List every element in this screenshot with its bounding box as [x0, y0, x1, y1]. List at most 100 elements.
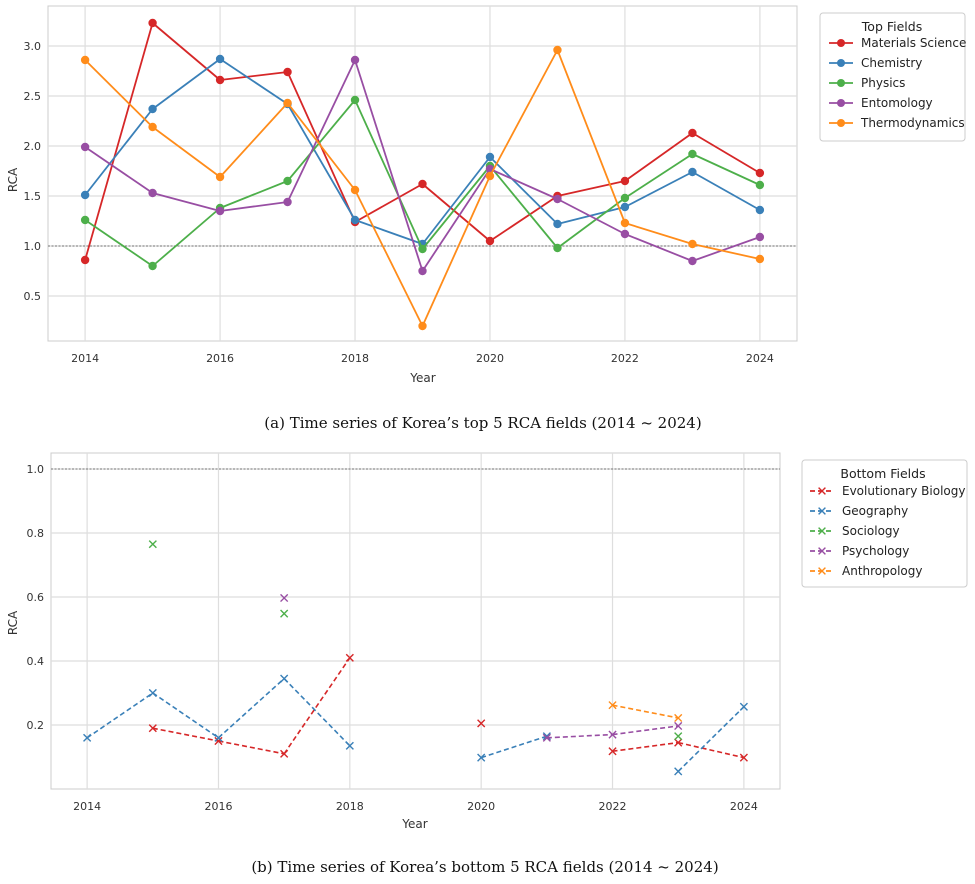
data-point [215, 172, 225, 182]
series-line-segment [489, 168, 558, 200]
caption-a: (a) Time series of Korea’s top 5 RCA fie… [264, 414, 701, 432]
series-line-segment [421, 165, 491, 250]
series-line-segment [692, 236, 761, 262]
data-point [674, 713, 683, 723]
series-line-segment [286, 102, 356, 191]
legend-items: Materials Science Chemistry Physics Entomol… [829, 36, 966, 130]
data-point [148, 540, 157, 549]
data-point [755, 180, 765, 190]
series-psychology [280, 593, 683, 742]
series-line-segment [480, 735, 548, 759]
series-line-segment [283, 657, 351, 755]
plot-area [50, 452, 781, 790]
data-point [215, 206, 225, 216]
legend-title: Bottom Fields [840, 466, 925, 481]
legend-swatch-marker [837, 119, 845, 127]
data-point [280, 609, 289, 618]
data-point [80, 255, 90, 265]
series-line-segment [286, 59, 356, 203]
series-line-segment [152, 207, 221, 267]
data-point [418, 244, 427, 254]
legend-label: Physics [861, 76, 905, 90]
series-line-segment [152, 22, 221, 81]
series-line-segment [84, 108, 154, 196]
x-axis-label: Year [409, 371, 435, 385]
data-point [477, 719, 486, 728]
legend-bottom-fields: Bottom Fields Evolutionary Biology Geogra… [801, 459, 968, 588]
series-line-segment [421, 183, 491, 242]
data-point [542, 732, 551, 741]
legend-label: Psychology [842, 544, 909, 558]
data-point [620, 229, 630, 239]
legend-swatch-marker [818, 507, 826, 515]
y-tick-label: 2.0 [24, 140, 42, 153]
data-point [739, 753, 748, 762]
caption-b: (b) Time series of Korea’s bottom 5 RCA … [251, 858, 718, 876]
legend-swatch-marker [837, 39, 845, 47]
y-tick-label: 0.5 [24, 290, 42, 303]
data-point [688, 149, 697, 159]
x-tick-label: 2020 [476, 352, 504, 365]
data-point [345, 653, 354, 662]
legend-swatch-marker [818, 487, 826, 495]
data-point [283, 176, 292, 186]
series-line-segment [489, 195, 558, 242]
data-point [755, 205, 765, 215]
data-point [608, 730, 617, 739]
series-line-segment [489, 165, 559, 249]
data-point [214, 736, 223, 746]
series-line-segment [557, 198, 626, 235]
y-tick-label: 1.0 [27, 463, 45, 476]
data-point [280, 674, 289, 683]
x-tick-label: 2024 [730, 800, 758, 813]
series-line-segment [692, 243, 761, 260]
data-point [148, 688, 157, 698]
panel-b-bottom-fields: 2014 2016 2018 2020 2022 2024 0.2 0.4 0.6 0.8 1.0… [6, 452, 968, 876]
y-tick-label: 0.4 [27, 655, 45, 668]
series-line-segment [219, 71, 288, 81]
series-line-segment [556, 197, 626, 249]
data-point [542, 733, 551, 742]
data-point [620, 202, 630, 212]
series-line-segment [612, 704, 679, 719]
series-line-segment [489, 49, 559, 177]
data-point [280, 593, 289, 603]
data-point [148, 122, 157, 132]
data-point [80, 190, 90, 200]
series-line-segment [152, 692, 219, 739]
x-tick-label: 2020 [467, 800, 495, 813]
series-line-segment [84, 146, 154, 194]
series-line-segment [354, 189, 424, 327]
y-tick-label: 1.5 [24, 190, 42, 203]
data-point [620, 218, 630, 228]
data-point [674, 738, 683, 747]
data-point [80, 142, 90, 152]
data-point [485, 236, 495, 246]
series-line-segment [624, 233, 693, 262]
y-axis-label: RCA [6, 610, 20, 635]
legend-title: Top Fields [861, 19, 922, 34]
x-tick-label: 2014 [73, 800, 101, 813]
series-line-segment [691, 171, 761, 211]
data-point [418, 179, 427, 189]
legend-label: Chemistry [861, 56, 922, 70]
data-point [755, 254, 765, 264]
y-tick-label: 1.0 [24, 240, 42, 253]
data-point [477, 753, 486, 762]
series-line-segment [692, 153, 761, 186]
data-point [674, 721, 683, 731]
series-line-segment [84, 219, 154, 267]
data-point [148, 18, 157, 28]
x-tick-label: 2014 [71, 352, 99, 365]
data-point [350, 215, 360, 225]
data-point [148, 261, 157, 271]
data-point [674, 732, 683, 741]
series-materials-science [80, 18, 765, 265]
series-line-segment [624, 153, 693, 199]
legend-label: Sociology [842, 524, 900, 538]
data-point [80, 215, 90, 225]
data-point [148, 724, 157, 733]
data-point [80, 55, 90, 65]
data-point [214, 733, 223, 742]
legend-top-fields: Top Fields Materials Science Chemistry Phy… [819, 12, 966, 142]
